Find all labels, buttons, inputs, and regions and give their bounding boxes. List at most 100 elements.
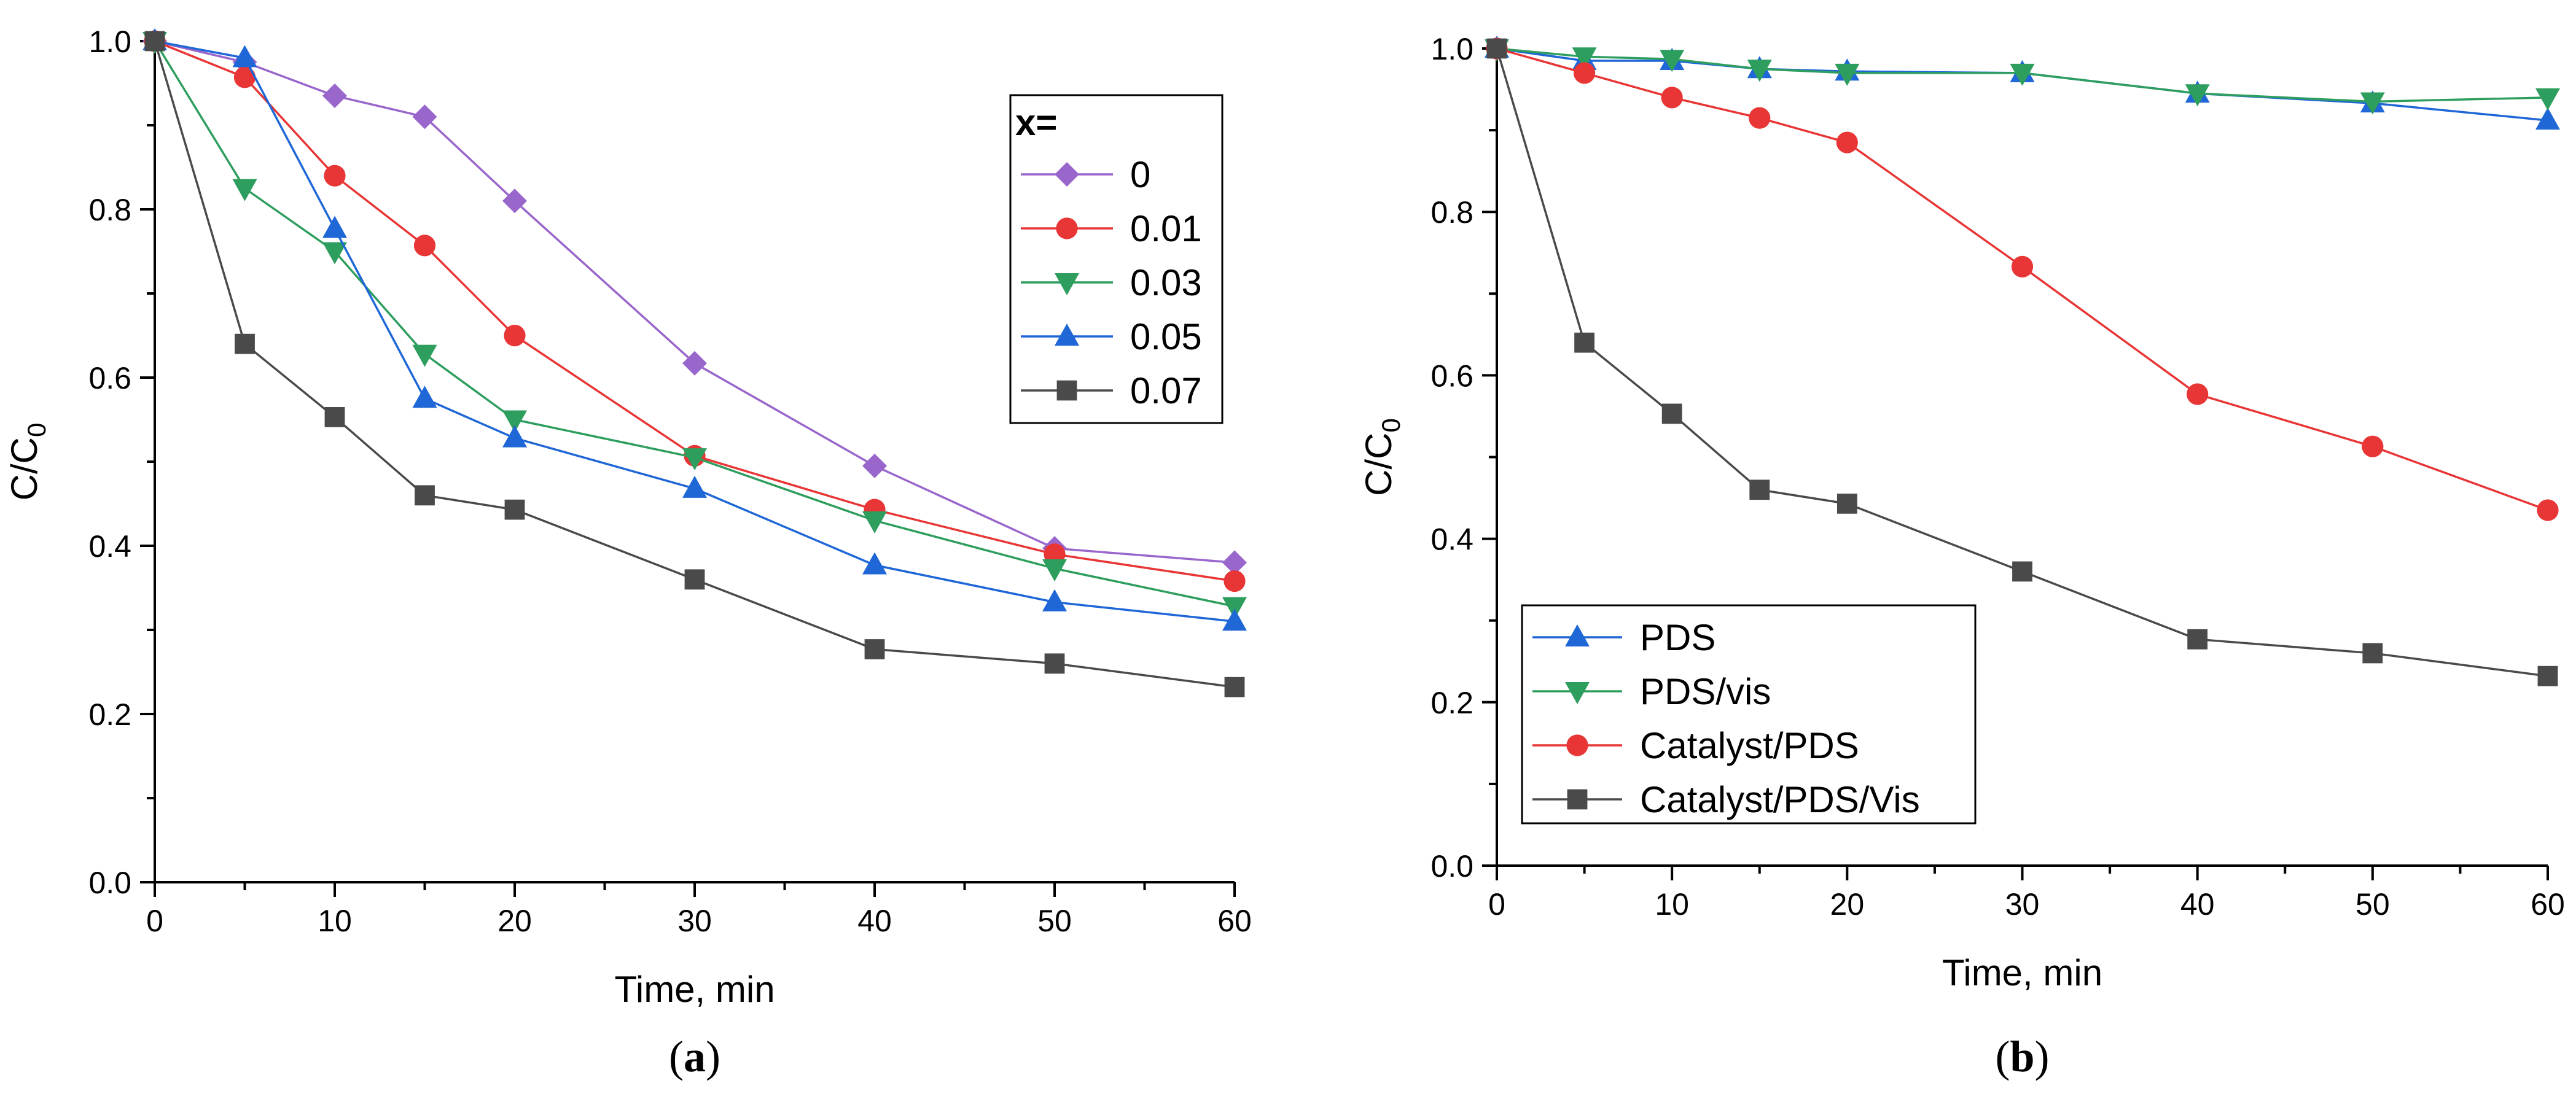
panel-b-series-catalyst-pds-line — [1496, 47, 2548, 511]
panel-b-series-catalyst-pds-point — [2537, 499, 2559, 521]
panel-a-series-0-07-point — [1224, 677, 1245, 697]
panel-a-legend-item-0-01-marker — [1056, 217, 1078, 239]
panel-a-label-close-paren: ) — [706, 1032, 720, 1081]
panel-a-series-0-07-point — [504, 499, 525, 520]
panel-a-legend-title: x= — [1015, 102, 1057, 143]
panel-a-x-tick-label: 40 — [857, 904, 892, 938]
panel-b-series-pds-vis-point — [2010, 63, 2035, 86]
panel-b-series-pds-vis — [1485, 39, 2560, 115]
panel-a-series-0-05-point — [682, 475, 707, 498]
panel-a-series-0-01-point — [233, 66, 256, 88]
panel-b-series-catalyst-pds-vis-point — [1574, 332, 1594, 353]
panel-b-y-tick-label: 0.2 — [1430, 686, 1473, 720]
panel-a-series-0-01-point — [324, 165, 346, 187]
panel-b-legend-item-catalyst-pds-label: Catalyst/PDS — [1640, 725, 1859, 766]
panel-b-series-catalyst-pds-vis-point — [1661, 403, 1682, 424]
panel-b-series-catalyst-pds-vis-point — [1486, 38, 1507, 59]
panel-a-series-0-03-point — [322, 242, 347, 265]
panel-b-x-tick-label: 30 — [2005, 887, 2040, 922]
panel-b-legend-item-pds-vis-label: PDS/vis — [1640, 671, 1771, 712]
panel-b-series-catalyst-pds-vis-point — [1749, 479, 1770, 500]
panel-b-series-catalyst-pds-vis — [1486, 38, 2558, 686]
panel-b-y-tick-label: 0.0 — [1430, 849, 1473, 883]
panel-b-series-catalyst-pds-vis-point — [2537, 666, 2558, 686]
panel-b-x-tick-label: 40 — [2180, 887, 2215, 922]
panel-a-legend-item-0-07: 0.07 — [1021, 370, 1202, 411]
panel-a-series-0-05-point — [232, 45, 257, 68]
panel-b-x-tick-label: 10 — [1655, 887, 1689, 922]
panel-a-series-0-03-point — [412, 344, 437, 367]
panel-b-legend: PDS PDS/vis Catalyst/PDS Catalyst/PDS/Vis — [1521, 604, 1977, 825]
panel-b-series-catalyst-pds-point — [2187, 383, 2209, 405]
panel-a-series-0-07-point — [144, 31, 165, 52]
panel-a-series-0-05-point — [502, 425, 527, 448]
panel-a-legend-item-0-marker — [1055, 162, 1079, 187]
panel-a-legend-item-0-01-label: 0.01 — [1130, 208, 1202, 249]
panel-b-series-catalyst-pds-vis-point — [2362, 643, 2383, 664]
panel-a-series-0-03-point — [682, 448, 707, 471]
panel-a-legend-box — [1009, 94, 1224, 424]
panel-a-series-0-01-point — [504, 324, 526, 347]
panel-a-x-tick-label: 10 — [318, 904, 352, 938]
panel-a-series-0-point — [862, 453, 887, 478]
panel-b-series-catalyst-pds-point — [1661, 87, 1683, 109]
panel-b-legend-item-pds-vis: PDS/vis — [1532, 671, 1771, 712]
panel-b: 0 10 20 30 40 50 60 0.0 0.2 0.4 0.6 0.8 1.0 Time, min… — [1358, 32, 2565, 1081]
panel-a-x-tick-label: 30 — [677, 904, 712, 938]
panel-a-series-0-05 — [142, 28, 1247, 631]
panel-b-legend-box — [1521, 604, 1977, 825]
panel-a-series-0-07 — [144, 31, 1245, 697]
panel-b-x-tick-label: 0 — [1488, 887, 1505, 922]
panel-a-legend-item-0-07-label: 0.07 — [1130, 370, 1202, 411]
panel-a-x-tick-label: 20 — [498, 904, 532, 938]
panel-a-series-0-05-point — [412, 386, 437, 408]
panel-a: 0 10 20 30 40 50 60 0.0 0.2 0.4 0.6 0.8 1.0 Time, min… — [4, 25, 1252, 1081]
panel-b-legend-item-pds-marker — [1565, 624, 1590, 646]
panel-b-series-pds-point — [2535, 107, 2560, 130]
panel-b-series-catalyst-pds-point — [1573, 62, 1596, 84]
panel-b-series-catalyst-pds-vis-point — [2012, 561, 2032, 582]
panel-b-legend-item-catalyst-pds-vis-marker — [1567, 789, 1588, 810]
panel-a-legend-item-0: 0 — [1021, 154, 1150, 195]
panel-a-series-0-05-point — [322, 215, 347, 238]
panel-a-series-0-07-point — [684, 569, 705, 590]
panel-b-series-pds-vis-point — [1572, 47, 1597, 70]
panel-a-legend-item-0-05-label: 0.05 — [1130, 316, 1202, 357]
panel-a-y-axis-title-subscript: 0 — [22, 423, 51, 437]
panel-b-series-pds-vis-point — [1747, 60, 1772, 82]
panel-b-label-open-paren: ( — [1995, 1032, 2010, 1081]
panel-a-series-0-05-point — [862, 552, 887, 575]
panel-b-series-pds-vis-point — [1660, 50, 1685, 72]
panel-a-legend-item-0-01: 0.01 — [1021, 208, 1202, 249]
panel-b-legend-item-catalyst-pds-marker — [1566, 734, 1588, 756]
panel-b-label-letter: b — [2010, 1032, 2034, 1081]
panel-a-label-open-paren: ( — [669, 1032, 684, 1081]
panel-a-series-0-05-point — [1222, 608, 1247, 631]
panel-a-series-0-03-point — [1042, 559, 1067, 581]
panel-a-y-tick-label: 0.4 — [88, 529, 131, 564]
panel-b-label-close-paren: ) — [2035, 1032, 2050, 1081]
panel-b-x-axis-title: Time, min — [1942, 952, 2102, 993]
panel-b-series-catalyst-pds-vis-point — [1836, 493, 1857, 514]
panel-b-legend-item-catalyst-pds-vis-label: Catalyst/PDS/Vis — [1640, 779, 1920, 820]
panel-b-series-pds-vis-point — [1835, 63, 1860, 86]
panel-a-legend-item-0-03: 0.03 — [1021, 262, 1202, 303]
panel-a-series-0-point — [412, 104, 437, 130]
panel-b-x-tick-label: 20 — [1830, 887, 1865, 922]
panel-a-series-0-01-point — [1224, 570, 1246, 592]
panel-b-legend-item-catalyst-pds-vis: Catalyst/PDS/Vis — [1532, 779, 1920, 820]
panel-a-legend-item-0-07-marker — [1056, 380, 1077, 401]
panel-a-legend-item-0-05: 0.05 — [1021, 316, 1202, 357]
panel-a-y-tick-label: 0.8 — [88, 193, 131, 227]
panel-a-y-tick-label: 1.0 — [88, 25, 131, 59]
panel-a-series-0-05-point — [1042, 589, 1067, 611]
panel-b-series-catalyst-pds-point — [2362, 435, 2384, 457]
panel-b-x-tick-label: 60 — [2531, 887, 2565, 922]
panel-b-legend-item-pds: PDS — [1532, 617, 1715, 658]
panel-a-x-axis-title: Time, min — [614, 969, 775, 1010]
panel-b-legend-item-pds-label: PDS — [1640, 617, 1715, 658]
panel-a-series-0-point — [682, 351, 707, 376]
panel-a-x-tick-label: 60 — [1217, 904, 1252, 938]
panel-b-label: (b) — [1995, 1032, 2049, 1081]
